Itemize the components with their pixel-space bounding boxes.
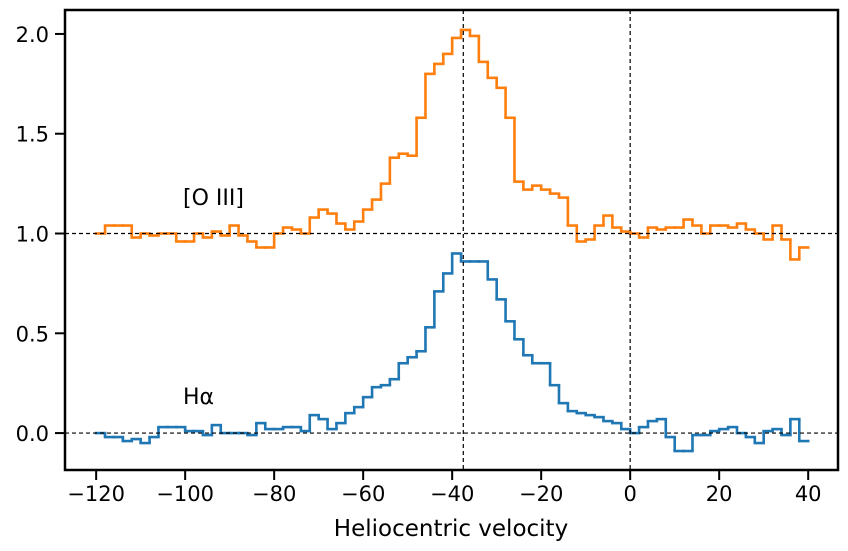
x-tick-label: −40 [430, 482, 474, 506]
series-label: [O III] [183, 186, 244, 211]
y-tick-label: 1.5 [16, 123, 49, 147]
y-tick-label: 2.0 [16, 23, 49, 47]
plot-frame [63, 8, 840, 472]
x-tick-label: −80 [252, 482, 296, 506]
x-tick-label: 0 [623, 482, 636, 506]
series-label: Hα [183, 385, 214, 410]
y-tick-label: 1.0 [16, 223, 49, 247]
x-axis-label: Heliocentric velocity [334, 516, 568, 542]
x-tick-label: −100 [156, 482, 214, 506]
x-tick-label: 20 [706, 482, 733, 506]
y-tick-label: 0.0 [16, 422, 49, 446]
y-tick-label: 0.5 [16, 322, 49, 346]
step-riser [103, 253, 801, 452]
x-tick-label: −20 [519, 482, 563, 506]
x-tick-label: 40 [795, 482, 822, 506]
x-tick-label: −120 [67, 482, 125, 506]
x-tick-label: −60 [341, 482, 385, 506]
